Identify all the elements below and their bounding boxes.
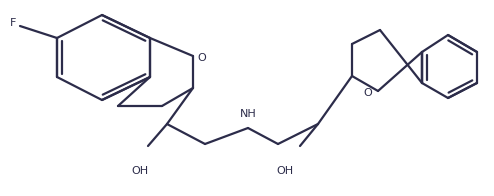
Text: O: O xyxy=(364,88,372,98)
Text: OH: OH xyxy=(277,166,293,176)
Text: F: F xyxy=(10,18,16,28)
Text: OH: OH xyxy=(131,166,149,176)
Text: NH: NH xyxy=(240,109,256,119)
Text: O: O xyxy=(198,53,206,63)
